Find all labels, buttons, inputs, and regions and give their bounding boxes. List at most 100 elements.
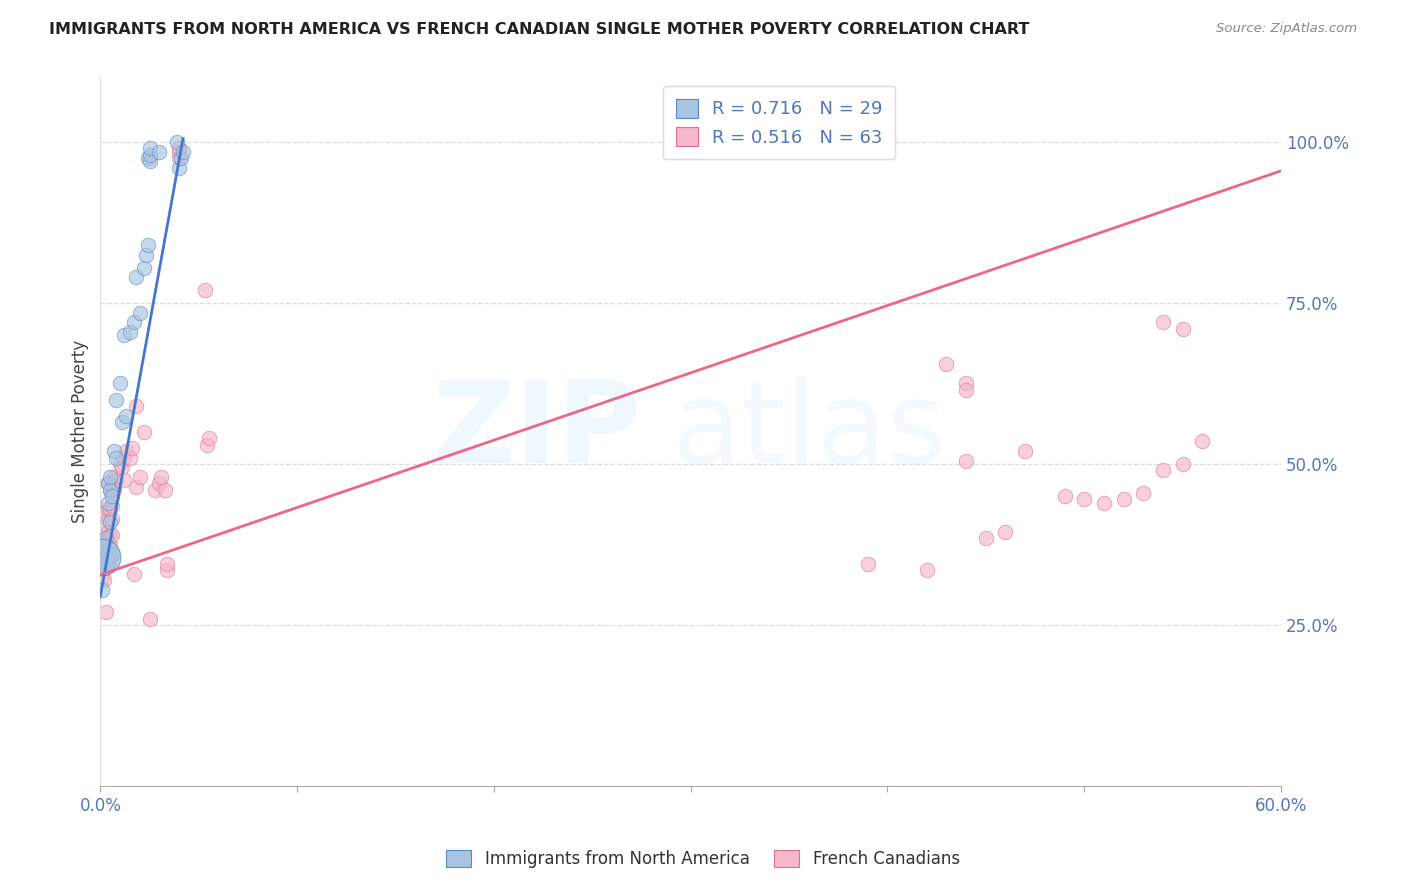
Text: Source: ZipAtlas.com: Source: ZipAtlas.com — [1216, 22, 1357, 36]
Point — [98, 515, 121, 529]
Legend: R = 0.716   N = 29, R = 0.516   N = 63: R = 0.716 N = 29, R = 0.516 N = 63 — [664, 87, 896, 160]
Point — [105, 450, 128, 465]
Point — [96, 544, 118, 558]
Point — [128, 470, 150, 484]
Point — [108, 457, 131, 471]
Point — [994, 524, 1017, 539]
Point — [136, 238, 159, 252]
Point — [935, 357, 957, 371]
Point — [1053, 489, 1076, 503]
Point — [97, 547, 120, 561]
Point — [156, 557, 179, 571]
Point — [136, 151, 159, 165]
Point — [93, 560, 115, 574]
Point — [93, 541, 115, 555]
Point — [1014, 444, 1036, 458]
Point — [138, 147, 160, 161]
Point — [122, 315, 145, 329]
Point — [122, 566, 145, 581]
Point — [97, 476, 120, 491]
Point — [125, 399, 148, 413]
Point — [111, 415, 134, 429]
Point — [1152, 315, 1174, 329]
Point — [93, 547, 115, 561]
Point — [98, 550, 121, 565]
Point — [118, 325, 141, 339]
Point — [148, 476, 170, 491]
Point — [98, 502, 121, 516]
Point — [1092, 496, 1115, 510]
Point — [96, 560, 118, 574]
Point — [98, 483, 121, 497]
Point — [91, 550, 114, 565]
Point — [132, 260, 155, 275]
Point — [195, 438, 218, 452]
Point — [91, 582, 114, 597]
Point — [955, 454, 977, 468]
Point — [103, 470, 125, 484]
Point — [96, 518, 118, 533]
Point — [93, 554, 115, 568]
Point — [150, 470, 173, 484]
Point — [974, 531, 997, 545]
Point — [98, 537, 121, 551]
Point — [96, 605, 118, 619]
Point — [167, 141, 190, 155]
Text: atlas: atlas — [671, 376, 946, 487]
Point — [97, 512, 120, 526]
Point — [93, 534, 115, 549]
Point — [111, 460, 134, 475]
Point — [96, 531, 118, 545]
Point — [125, 270, 148, 285]
Point — [156, 563, 179, 577]
Point — [93, 573, 115, 587]
Point — [167, 145, 190, 159]
Point — [96, 560, 118, 574]
Point — [101, 528, 124, 542]
Point — [915, 563, 938, 577]
Point — [1073, 492, 1095, 507]
Point — [138, 141, 160, 155]
Text: IMMIGRANTS FROM NORTH AMERICA VS FRENCH CANADIAN SINGLE MOTHER POVERTY CORRELATI: IMMIGRANTS FROM NORTH AMERICA VS FRENCH … — [49, 22, 1029, 37]
Point — [97, 496, 120, 510]
Point — [166, 135, 188, 149]
Point — [97, 550, 120, 565]
Point — [91, 537, 114, 551]
Point — [108, 376, 131, 391]
Point — [138, 154, 160, 169]
Point — [1112, 492, 1135, 507]
Point — [121, 441, 143, 455]
Point — [97, 537, 120, 551]
Point — [112, 450, 135, 465]
Point — [145, 483, 167, 497]
Point — [96, 531, 118, 545]
Point — [105, 392, 128, 407]
Point — [96, 541, 118, 555]
Point — [101, 499, 124, 513]
Point — [97, 557, 120, 571]
Point — [101, 479, 124, 493]
Point — [97, 524, 120, 539]
Point — [172, 145, 194, 159]
Point — [155, 483, 177, 497]
Point — [101, 512, 124, 526]
Point — [91, 557, 114, 571]
Point — [112, 328, 135, 343]
Point — [97, 502, 120, 516]
Point — [103, 444, 125, 458]
Point — [194, 283, 217, 297]
Point — [132, 425, 155, 439]
Point — [167, 161, 190, 175]
Point — [118, 450, 141, 465]
Point — [125, 479, 148, 493]
Point — [96, 505, 118, 519]
Point — [97, 557, 120, 571]
Point — [138, 612, 160, 626]
Point — [1132, 486, 1154, 500]
Point — [96, 550, 118, 565]
Point — [128, 305, 150, 319]
Point — [1152, 463, 1174, 477]
Point — [96, 557, 118, 571]
Point — [170, 151, 193, 165]
Point — [115, 444, 138, 458]
